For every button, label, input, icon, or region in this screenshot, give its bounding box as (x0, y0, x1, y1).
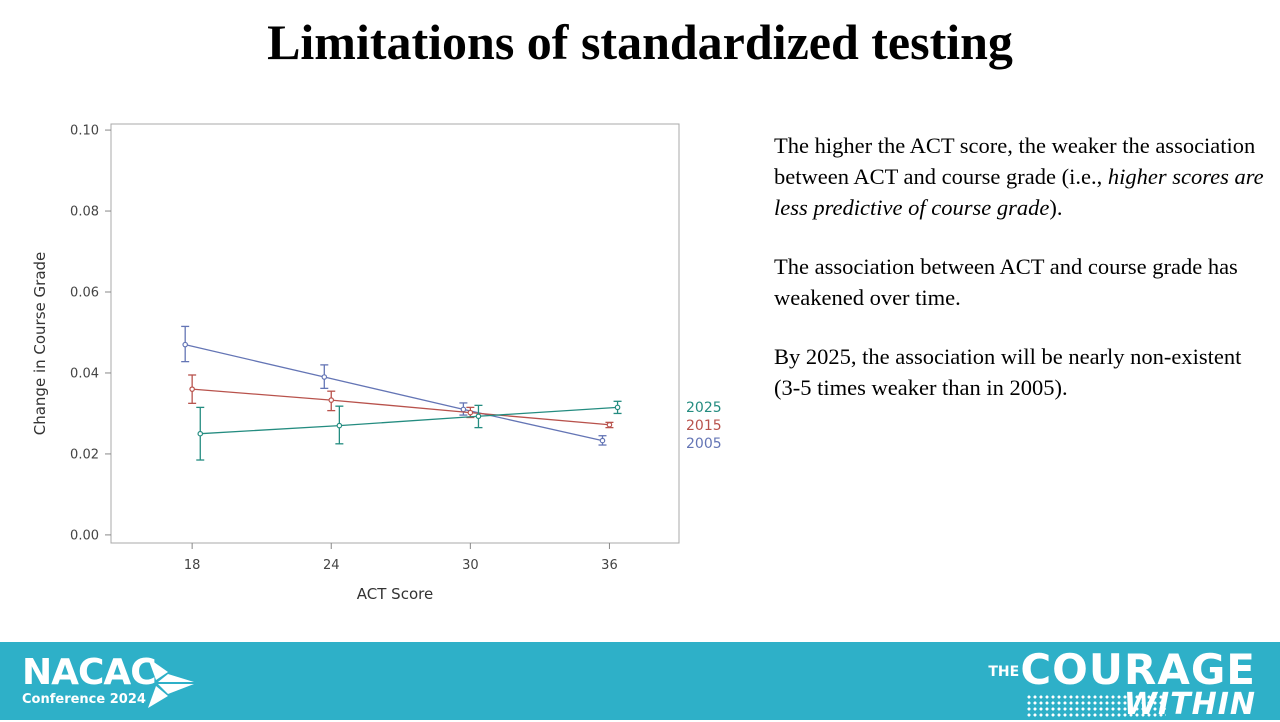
series-line (192, 388, 610, 426)
x-tick-label: 24 (323, 558, 340, 573)
body-paragraph: The higher the ACT score, the weaker the… (774, 130, 1264, 223)
data-point (467, 409, 474, 416)
nacac-logo-subtitle: Conference 2024 (22, 692, 146, 707)
x-tick-label: 18 (184, 558, 201, 573)
data-point (328, 397, 335, 403)
data-point (197, 430, 204, 437)
paragraph-text: ). (1049, 195, 1063, 220)
courage-within-logo: THE COURAGE WITHIN (988, 645, 1256, 720)
x-tick-label: 36 (601, 558, 618, 573)
paragraph-text: By 2025, the association will be nearly … (774, 344, 1242, 400)
paragraph-text: The association between ACT and course g… (774, 254, 1238, 310)
data-point (599, 437, 606, 444)
y-axis-label: Change in Course Grade (31, 252, 49, 436)
series-2005 (181, 325, 607, 446)
data-point (460, 406, 467, 413)
legend-label-2025: 2025 (686, 400, 722, 416)
plot-frame (110, 123, 680, 544)
series-line (185, 343, 603, 442)
series-2025 (196, 400, 622, 461)
y-tick-label: 0.06 (70, 286, 99, 301)
data-point (614, 404, 621, 411)
data-point (182, 341, 188, 348)
legend-label-2005: 2005 (686, 436, 722, 452)
y-tick-label: 0.02 (70, 447, 99, 462)
y-tick-label: 0.08 (70, 205, 99, 220)
nacac-logo: NACAC Conference 2024 (22, 652, 157, 708)
text-panel: The higher the ACT score, the weaker the… (774, 130, 1264, 431)
y-tick-label: 0.00 (70, 528, 99, 543)
slide-title: Limitations of standardized testing (267, 14, 1013, 70)
body-paragraph: By 2025, the association will be nearly … (774, 341, 1264, 403)
nacac-arrow-icon (148, 658, 194, 708)
act-score-chart: 18 24 30 36 0.00 0.02 0.04 0.06 0.08 0.10 ACT Scor… (31, 123, 722, 603)
series-line (200, 406, 618, 435)
data-point (606, 421, 613, 428)
y-tick-label: 0.04 (70, 366, 99, 381)
nacac-logo-name: NACAC (22, 652, 157, 693)
courage-logo-the: THE (988, 664, 1020, 680)
x-axis-label: ACT Score (357, 585, 433, 603)
legend-label-2015: 2015 (686, 418, 722, 434)
series-2015 (188, 374, 614, 429)
paragraph-text: The higher the ACT score, the weaker the… (774, 133, 1256, 189)
data-point (475, 413, 482, 420)
paragraph-emphasis: higher scores are less predictive of cou… (774, 164, 1264, 220)
courage-logo-line1: COURAGE (1020, 645, 1256, 694)
y-tick-label: 0.10 (70, 124, 99, 139)
dot-pattern-icon (1026, 694, 1167, 718)
data-point (189, 386, 195, 392)
footer-bar: NACAC Conference 2024 THE COURAGE WITHIN (0, 642, 1280, 720)
body-paragraph: The association between ACT and course g… (774, 251, 1264, 313)
data-point (321, 374, 328, 380)
x-tick-label: 30 (462, 558, 479, 573)
data-point (336, 422, 343, 429)
